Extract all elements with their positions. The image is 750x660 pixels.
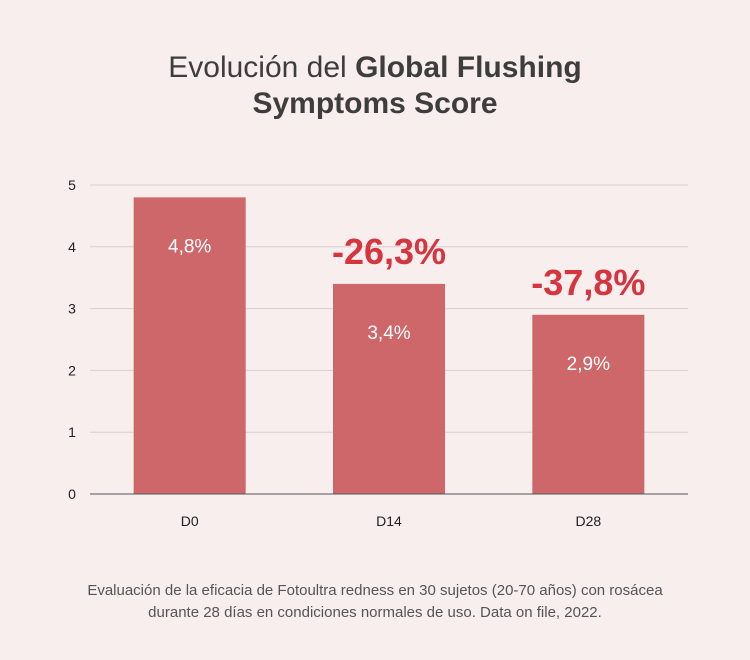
bar: [133, 197, 246, 495]
footnote-line2: durante 28 días en condiciones normales …: [148, 604, 602, 621]
bar-chart: 0 1 2 3 4 5 4,8% D0 3,4% -26,3% D14 2,9% -37,8% D28: [68, 177, 688, 529]
x-tick-label: D14: [376, 513, 402, 529]
footnote-line1: Evaluación de la eficacia de Fotoultra r…: [87, 582, 663, 599]
footnote: Evaluación de la eficacia de Fotoultra r…: [40, 580, 710, 624]
bar-change-annotation: -26,3%: [332, 231, 446, 272]
x-tick-label: D0: [181, 513, 199, 529]
bar-value-label: 2,9%: [567, 354, 610, 375]
bar-change-annotation: -37,8%: [531, 262, 645, 303]
y-tick-label: 2: [68, 362, 76, 378]
x-tick-label: D28: [575, 513, 601, 529]
bar-value-label: 3,4%: [367, 323, 410, 344]
title-bold-line1: Global Flushing: [355, 51, 582, 84]
bar: [333, 283, 445, 494]
y-tick-label: 4: [68, 239, 76, 255]
bar-value-label: 4,8%: [168, 236, 211, 257]
y-tick-label: 1: [68, 424, 76, 440]
chart-title: Evolución del Global Flushing Symptoms S…: [0, 50, 750, 122]
y-tick-label: 0: [68, 486, 76, 502]
title-bold-line2: Symptoms Score: [252, 87, 498, 120]
bar: [532, 314, 645, 494]
y-tick-label: 5: [68, 177, 76, 193]
y-tick-label: 3: [68, 301, 76, 317]
title-prefix: Evolución del: [168, 51, 356, 84]
